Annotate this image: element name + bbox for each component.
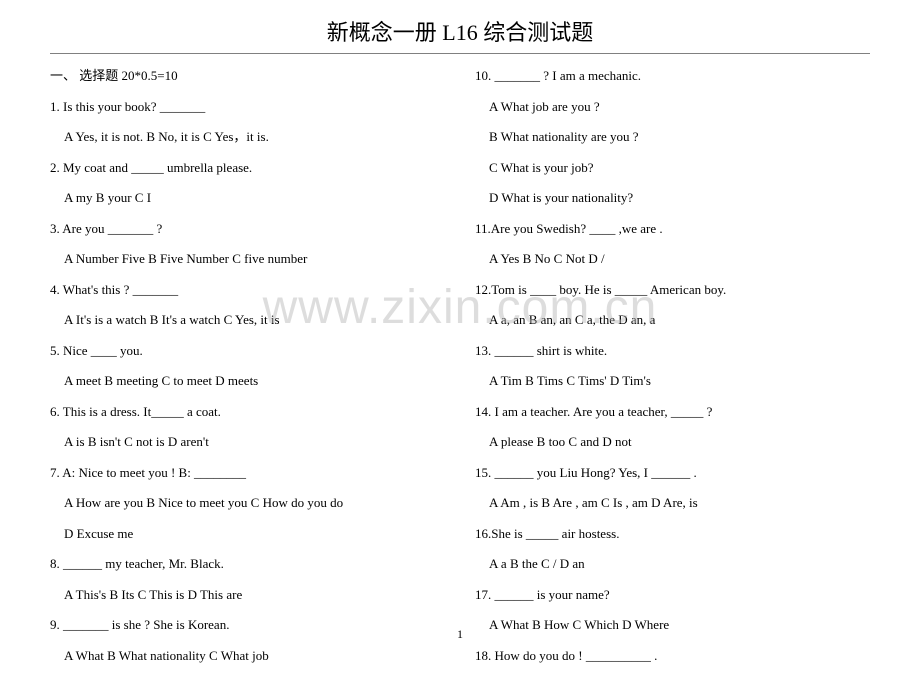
question-text: 15. ______ you Liu Hong? Yes, I ______ . xyxy=(475,463,870,483)
answer-text: A is B isn't C not is D aren't xyxy=(50,432,445,452)
right-column: 10. _______ ? I am a mechanic. A What jo… xyxy=(475,66,870,676)
answer-text: A meet B meeting C to meet D meets xyxy=(50,371,445,391)
answer-text: A What B What nationality C What job xyxy=(50,646,445,666)
answer-text: A Yes B No C Not D / xyxy=(475,249,870,269)
question-text: 6. This is a dress. It_____ a coat. xyxy=(50,402,445,422)
answer-text: D What is your nationality? xyxy=(475,188,870,208)
question-text: 18. How do you do ! __________ . xyxy=(475,646,870,666)
answer-text: A a B the C / D an xyxy=(475,554,870,574)
answer-text: A Number Five B Five Number C five numbe… xyxy=(50,249,445,269)
answer-text: A Yes, it is not. B No, it is C Yes，it i… xyxy=(50,127,445,147)
left-column: 一、 选择题 20*0.5=10 1. Is this your book? _… xyxy=(50,66,445,676)
answer-text: A Tim B Tims C Tims' D Tim's xyxy=(475,371,870,391)
question-text: 13. ______ shirt is white. xyxy=(475,341,870,361)
answer-text: A please B too C and D not xyxy=(475,432,870,452)
question-text: 14. I am a teacher. Are you a teacher, _… xyxy=(475,402,870,422)
question-text: 4. What's this ? _______ xyxy=(50,280,445,300)
answer-text: D Excuse me xyxy=(50,524,445,544)
answer-text: C What is your job? xyxy=(475,158,870,178)
question-text: 11.Are you Swedish? ____ ,we are . xyxy=(475,219,870,239)
answer-text: A How are you B Nice to meet you C How d… xyxy=(50,493,445,513)
page-number: 1 xyxy=(457,627,463,642)
question-text: 16.She is _____ air hostess. xyxy=(475,524,870,544)
question-text: 10. _______ ? I am a mechanic. xyxy=(475,66,870,86)
question-text: 3. Are you _______ ? xyxy=(50,219,445,239)
question-text: 2. My coat and _____ umbrella please. xyxy=(50,158,445,178)
question-text: 7. A: Nice to meet you ! B: ________ xyxy=(50,463,445,483)
answer-text: B What nationality are you ? xyxy=(475,127,870,147)
answer-text: A What B How C Which D Where xyxy=(475,615,870,635)
answer-text: A my B your C I xyxy=(50,188,445,208)
answer-text: A Am , is B Are , am C Is , am D Are, is xyxy=(475,493,870,513)
answer-text: A This's B Its C This is D This are xyxy=(50,585,445,605)
question-text: 9. _______ is she ? She is Korean. xyxy=(50,615,445,635)
question-text: 12.Tom is ____ boy. He is _____ American… xyxy=(475,280,870,300)
answer-text: A What job are you ? xyxy=(475,97,870,117)
page-title: 新概念一册 L16 综合测试题 xyxy=(50,15,870,54)
question-text: 5. Nice ____ you. xyxy=(50,341,445,361)
question-text: 1. Is this your book? _______ xyxy=(50,97,445,117)
question-text: 8. ______ my teacher, Mr. Black. xyxy=(50,554,445,574)
answer-text: A It's is a watch B It's a watch C Yes, … xyxy=(50,310,445,330)
question-text: 17. ______ is your name? xyxy=(475,585,870,605)
content-area: 一、 选择题 20*0.5=10 1. Is this your book? _… xyxy=(50,66,870,676)
section-header: 一、 选择题 20*0.5=10 xyxy=(50,66,445,86)
answer-text: A a, an B an, an C a, the D an, a xyxy=(475,310,870,330)
